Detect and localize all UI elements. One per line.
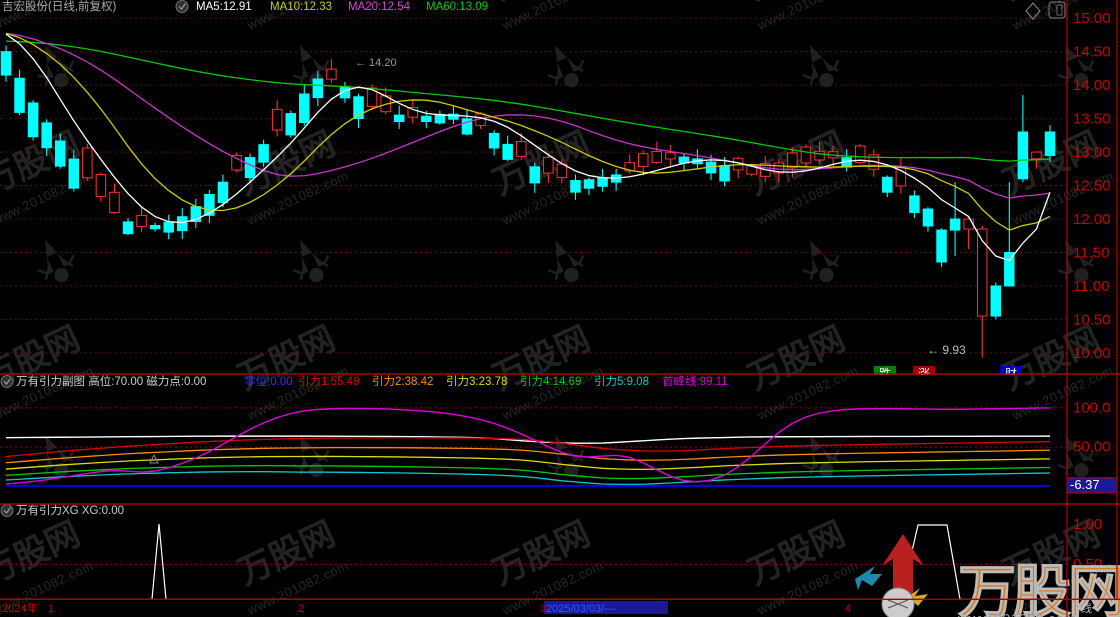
svg-text:10.50: 10.50 [1073, 311, 1111, 328]
svg-text:4: 4 [845, 603, 851, 615]
svg-text:引力2:38.42: 引力2:38.42 [372, 375, 433, 388]
svg-text:100.0: 100.0 [1073, 400, 1111, 417]
svg-text:引力4:14.69: 引力4:14.69 [520, 375, 581, 388]
svg-text:11.50: 11.50 [1073, 244, 1109, 261]
svg-text:零位:0.00: 零位:0.00 [244, 375, 293, 388]
svg-text:50.00: 50.00 [1073, 439, 1111, 456]
svg-text:首峰线:99.11: 首峰线:99.11 [662, 375, 728, 388]
svg-text:引力1:55.49: 引力1:55.49 [298, 375, 359, 388]
svg-text:12.00: 12.00 [1073, 211, 1111, 228]
svg-text:2: 2 [298, 603, 304, 615]
svg-text:← 14.20: ← 14.20 [355, 57, 397, 69]
svg-text:11.00: 11.00 [1073, 278, 1109, 295]
svg-text:← 9.93: ← 9.93 [927, 343, 966, 357]
svg-text:1.00: 1.00 [1073, 516, 1102, 533]
svg-text:引力3:23.78: 引力3:23.78 [446, 375, 507, 388]
svg-text:MA10:12.33: MA10:12.33 [270, 1, 332, 13]
svg-text:12.50: 12.50 [1073, 178, 1111, 195]
svg-text:-6.37: -6.37 [1070, 477, 1100, 492]
svg-text:日线: 日线 [1070, 601, 1092, 615]
svg-text:1: 1 [48, 603, 54, 615]
svg-text:万股网: 万股网 [958, 560, 1120, 617]
svg-text:MA60:13.09: MA60:13.09 [426, 1, 488, 13]
svg-text:万有引力副图 高位:70.00 磁力点:0.00: 万有引力副图 高位:70.00 磁力点:0.00 [16, 375, 206, 388]
svg-text:3: 3 [540, 603, 546, 615]
svg-text:2025/03/03/—: 2025/03/03/— [546, 603, 615, 615]
svg-text:14.00: 14.00 [1073, 77, 1111, 94]
svg-text:万有引力XG XG:0.00: 万有引力XG XG:0.00 [16, 504, 124, 517]
svg-text:吉宏股份(日线,前复权): 吉宏股份(日线,前复权) [2, 0, 117, 13]
svg-text:15.00: 15.00 [1073, 10, 1111, 27]
svg-text:14.50: 14.50 [1073, 44, 1111, 61]
svg-text:10.00: 10.00 [1073, 345, 1111, 362]
svg-text:www.201082.com: www.201082.com [957, 611, 1076, 617]
svg-text:MA5:12.91: MA5:12.91 [196, 1, 252, 13]
svg-text:13.50: 13.50 [1073, 111, 1111, 128]
svg-text:引力5:9.08: 引力5:9.08 [594, 375, 649, 388]
svg-text:MA20:12.54: MA20:12.54 [348, 1, 411, 13]
svg-text:13.00: 13.00 [1073, 144, 1111, 161]
svg-text:2024年: 2024年 [2, 601, 37, 615]
